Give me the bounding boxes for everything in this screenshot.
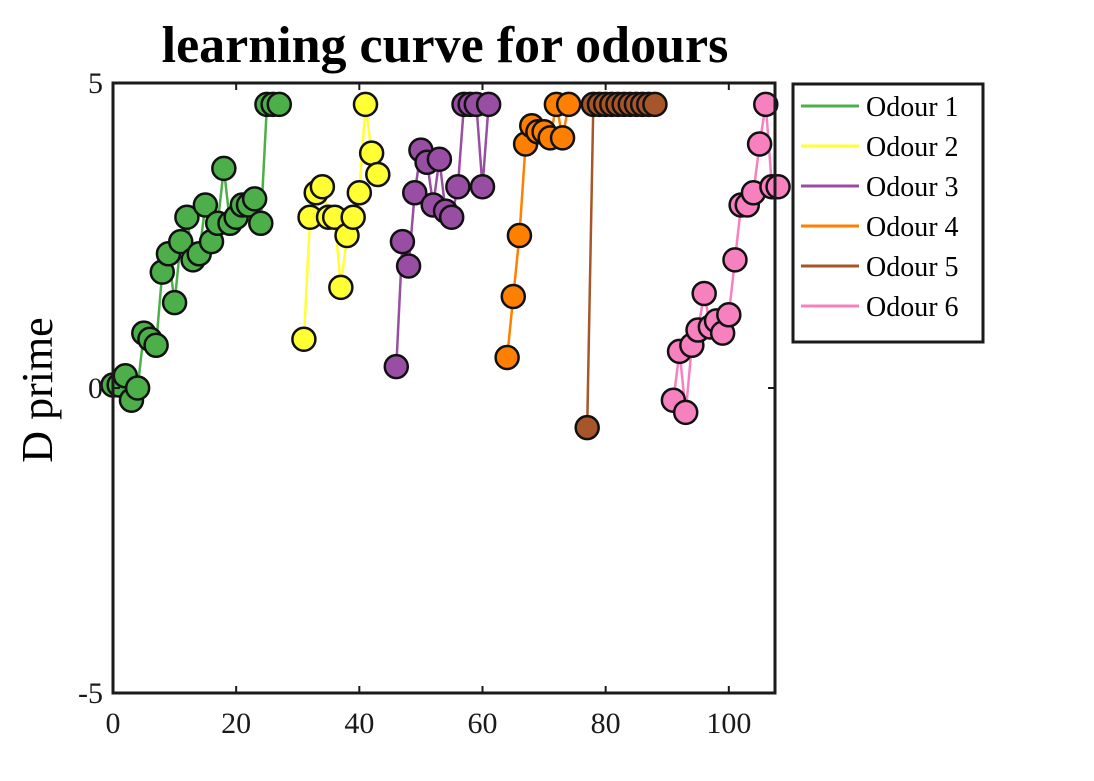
data-point-odour-5-0 — [574, 414, 600, 441]
data-point-odour-3-9 — [438, 204, 465, 230]
data-point-odour-6-10 — [722, 247, 748, 273]
data-point-odour-3-1 — [389, 228, 416, 255]
legend-label-odour-6: Odour 6 — [866, 292, 959, 323]
x-tick-label: 40 — [344, 707, 374, 740]
data-point-odour-6-17 — [765, 173, 791, 200]
legend-box — [791, 82, 985, 344]
data-point-odour-2-10 — [352, 91, 379, 118]
legend-label-odour-3: Odour 3 — [866, 172, 959, 203]
data-point-odour-2-12 — [365, 161, 391, 188]
data-point-odour-3-3 — [401, 180, 428, 206]
data-point-odour-4-9 — [549, 125, 576, 151]
data-point-odour-6-15 — [753, 91, 779, 118]
data-point-odour-6-9 — [716, 302, 742, 328]
series-points — [100, 91, 791, 441]
axis-ticks: 0 20 40 60 80 100-505 — [78, 67, 775, 740]
data-point-odour-2-11 — [358, 140, 385, 166]
x-tick-label: 100 — [706, 707, 751, 740]
data-point-odour-1-15 — [192, 192, 219, 218]
data-point-odour-2-6 — [328, 274, 354, 301]
data-point-odour-1-27 — [266, 91, 293, 118]
legend-label-odour-1: Odour 1 — [866, 92, 959, 123]
data-point-odour-6-2 — [672, 399, 699, 426]
x-tick-label: 80 — [591, 707, 621, 740]
legend: Odour 1 Odour 2 Odour 3 Odour 4 Odour 5 Odour… — [791, 82, 985, 344]
data-point-odour-3-15 — [475, 91, 502, 118]
data-point-odour-4-0 — [494, 344, 520, 371]
y-axis-label: D prime — [13, 317, 62, 462]
chart-title: learning curve for odours — [162, 17, 729, 74]
x-tick-label: 60 — [467, 707, 497, 740]
data-point-odour-3-10 — [445, 173, 471, 200]
data-point-odour-2-3 — [309, 173, 336, 200]
data-point-odour-1-18 — [211, 155, 237, 182]
data-point-odour-5-11 — [642, 91, 668, 118]
data-point-odour-1-4 — [124, 375, 151, 401]
data-point-odour-3-7 — [426, 146, 453, 172]
x-tick-label: 20 — [221, 707, 251, 740]
data-point-odour-6-14 — [746, 131, 773, 157]
series-line-odour-5 — [585, 103, 655, 428]
data-point-odour-6-5 — [691, 280, 717, 307]
y-tick-label: 0 — [88, 372, 103, 405]
data-point-odour-2-8 — [340, 204, 366, 230]
data-point-odour-1-24 — [248, 210, 274, 237]
data-point-odour-4-10 — [555, 91, 582, 118]
data-point-odour-1-7 — [143, 332, 169, 359]
data-point-odour-3-14 — [469, 173, 496, 200]
data-point-odour-1-12 — [174, 204, 200, 230]
data-point-odour-4-2 — [506, 222, 533, 249]
data-point-odour-4-1 — [500, 283, 527, 310]
legend-label-odour-5: Odour 5 — [866, 252, 959, 283]
data-point-odour-1-23 — [241, 186, 268, 212]
y-tick-label: -5 — [78, 677, 103, 710]
data-point-odour-1-10 — [161, 289, 188, 316]
data-point-odour-1-11 — [167, 228, 194, 255]
data-point-odour-3-2 — [395, 253, 422, 279]
y-tick-label: 5 — [88, 67, 103, 100]
data-point-odour-2-9 — [346, 180, 373, 206]
legend-label-odour-2: Odour 2 — [866, 132, 959, 163]
x-tick-label: 0 — [106, 707, 121, 740]
legend-label-odour-4: Odour 4 — [866, 212, 959, 243]
data-point-odour-2-0 — [291, 326, 317, 352]
data-point-odour-3-0 — [383, 353, 410, 380]
